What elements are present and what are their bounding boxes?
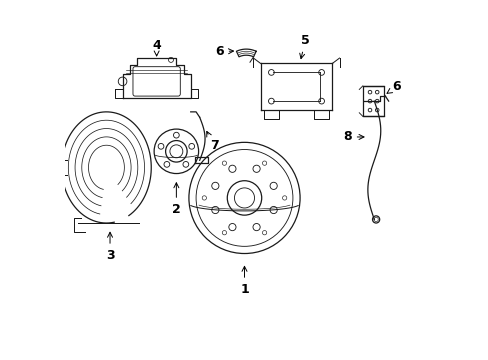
Text: 7: 7 bbox=[206, 131, 218, 152]
Text: 1: 1 bbox=[240, 266, 248, 296]
Text: 5: 5 bbox=[299, 33, 309, 59]
Text: 6: 6 bbox=[386, 80, 400, 93]
Text: 6: 6 bbox=[215, 45, 233, 58]
Text: 3: 3 bbox=[105, 232, 114, 262]
Text: 4: 4 bbox=[152, 39, 161, 56]
Text: 2: 2 bbox=[172, 183, 181, 216]
Text: 8: 8 bbox=[343, 130, 363, 144]
